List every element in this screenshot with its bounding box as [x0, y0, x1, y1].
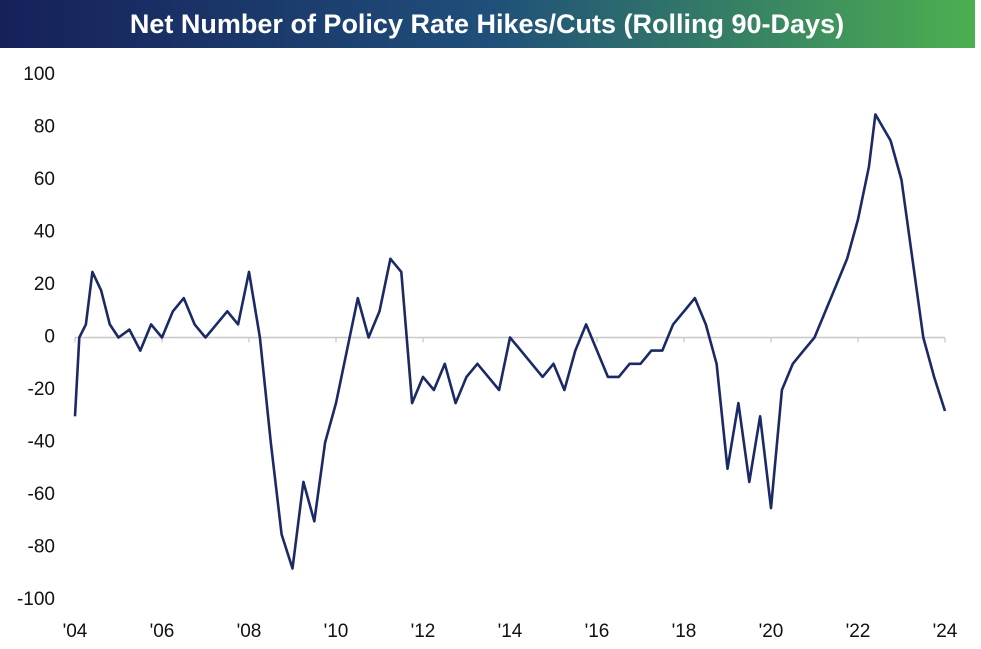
- y-tick-label: 0: [44, 327, 55, 348]
- y-tick-label: -40: [28, 432, 55, 453]
- y-tick-label: -100: [17, 589, 55, 610]
- y-tick-label: 60: [34, 169, 55, 190]
- x-tick-label: '10: [324, 621, 349, 642]
- y-tick-label: -80: [28, 537, 55, 558]
- x-tick-label: '04: [63, 621, 88, 642]
- y-tick-label: -60: [28, 484, 55, 505]
- x-tick-label: '24: [933, 621, 958, 642]
- x-tick-label: '22: [846, 621, 871, 642]
- y-tick-label: 20: [34, 274, 55, 295]
- chart-title: Net Number of Policy Rate Hikes/Cuts (Ro…: [130, 9, 844, 39]
- x-tick-label: '20: [759, 621, 784, 642]
- y-tick-label: -20: [28, 379, 55, 400]
- x-tick-label: '14: [498, 621, 523, 642]
- y-tick-label: 40: [34, 222, 55, 243]
- x-tick-label: '18: [672, 621, 697, 642]
- x-tick-label: '08: [237, 621, 262, 642]
- x-tick-label: '16: [585, 621, 610, 642]
- title-banner: [0, 0, 975, 48]
- y-tick-label: 80: [34, 117, 55, 138]
- x-tick-label: '12: [411, 621, 436, 642]
- data-line: [73, 113, 947, 570]
- x-tick-label: '06: [150, 621, 175, 642]
- y-tick-label: 100: [23, 64, 55, 85]
